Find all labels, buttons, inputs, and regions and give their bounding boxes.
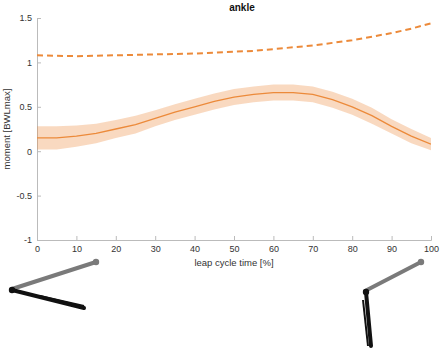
x-tick: 30: [151, 236, 161, 254]
y-tick-mark: [37, 107, 41, 108]
x-tick: 20: [111, 236, 121, 254]
x-axis-line: [38, 236, 432, 241]
y-tick-mark: [37, 62, 41, 63]
x-axis-title: leap cycle time [%]: [194, 257, 273, 268]
x-tick-label: 50: [229, 244, 239, 254]
y-tick-mark: [37, 196, 41, 197]
bone: [12, 290, 84, 308]
x-tick-label: 30: [151, 244, 161, 254]
leg-figures: [9, 259, 424, 346]
chart: 0 10 20 30 40 50 60 70 80 90 100 -1 -0.5 0 0.5 1 1.5 ankl…: [0, 0, 443, 364]
y-tick-label: 1: [27, 58, 32, 68]
x-tick-mark: [273, 236, 274, 240]
bone: [12, 262, 96, 289]
x-tick-label: 70: [308, 244, 318, 254]
x-tick-mark: [155, 236, 156, 240]
x-tick-label: 80: [348, 244, 358, 254]
x-tick-mark: [431, 236, 432, 240]
y-tick: 1.5: [19, 13, 41, 23]
x-tick-label: 10: [72, 244, 82, 254]
bone: [363, 300, 368, 346]
series-line: [37, 93, 431, 145]
x-tick-mark: [234, 236, 235, 240]
y-tick-label: 0.5: [19, 102, 32, 112]
y-tick-mark: [37, 18, 41, 19]
series-line: [37, 23, 431, 56]
joint: [418, 259, 424, 265]
x-tick-mark: [76, 236, 77, 240]
joint: [9, 287, 15, 293]
x-tick-label: 100: [424, 244, 439, 254]
x-tick-mark: [313, 236, 314, 240]
y-tick-mark: [37, 151, 41, 152]
x-tick: 60: [269, 236, 279, 254]
x-tick: 10: [72, 236, 82, 254]
y-tick-label: -1: [24, 235, 32, 245]
y-tick: -1: [24, 235, 41, 245]
x-tick-mark: [392, 236, 393, 240]
x-tick-label: 20: [111, 244, 121, 254]
sd-band: [37, 85, 431, 151]
y-tick-label: 0: [27, 147, 32, 157]
x-tick: 50: [229, 236, 239, 254]
bone: [40, 296, 84, 306]
x-tick-label: 40: [190, 244, 200, 254]
joint: [363, 289, 369, 295]
y-tick-mark: [37, 240, 41, 241]
y-tick: 1: [27, 58, 41, 68]
y-tick: 0.5: [19, 102, 41, 112]
x-tick-label: 60: [269, 244, 279, 254]
x-tick: 80: [348, 236, 358, 254]
y-tick: -0.5: [16, 191, 41, 201]
marks: [37, 23, 431, 150]
y-tick-label: -0.5: [16, 191, 32, 201]
x-axis: 0 10 20 30 40 50 60 70 80 90 100: [35, 236, 439, 254]
x-tick-mark: [195, 236, 196, 240]
y-axis-title: moment [BWLmax]: [1, 89, 12, 170]
bone: [365, 262, 421, 291]
x-tick-mark: [352, 236, 353, 240]
x-tick: 40: [190, 236, 200, 254]
x-tick-mark: [116, 236, 117, 240]
x-tick: 100: [424, 236, 439, 254]
x-tick-label: 0: [35, 244, 40, 254]
y-tick-label: 1.5: [19, 13, 32, 23]
x-tick-label: 90: [387, 244, 397, 254]
title: ankle: [229, 2, 255, 13]
x-tick: 90: [387, 236, 397, 254]
joint: [93, 259, 99, 265]
x-tick: 70: [308, 236, 318, 254]
plot-area: 0 10 20 30 40 50 60 70 80 90 100 -1 -0.5 0 0.5 1 1.5: [16, 13, 439, 254]
